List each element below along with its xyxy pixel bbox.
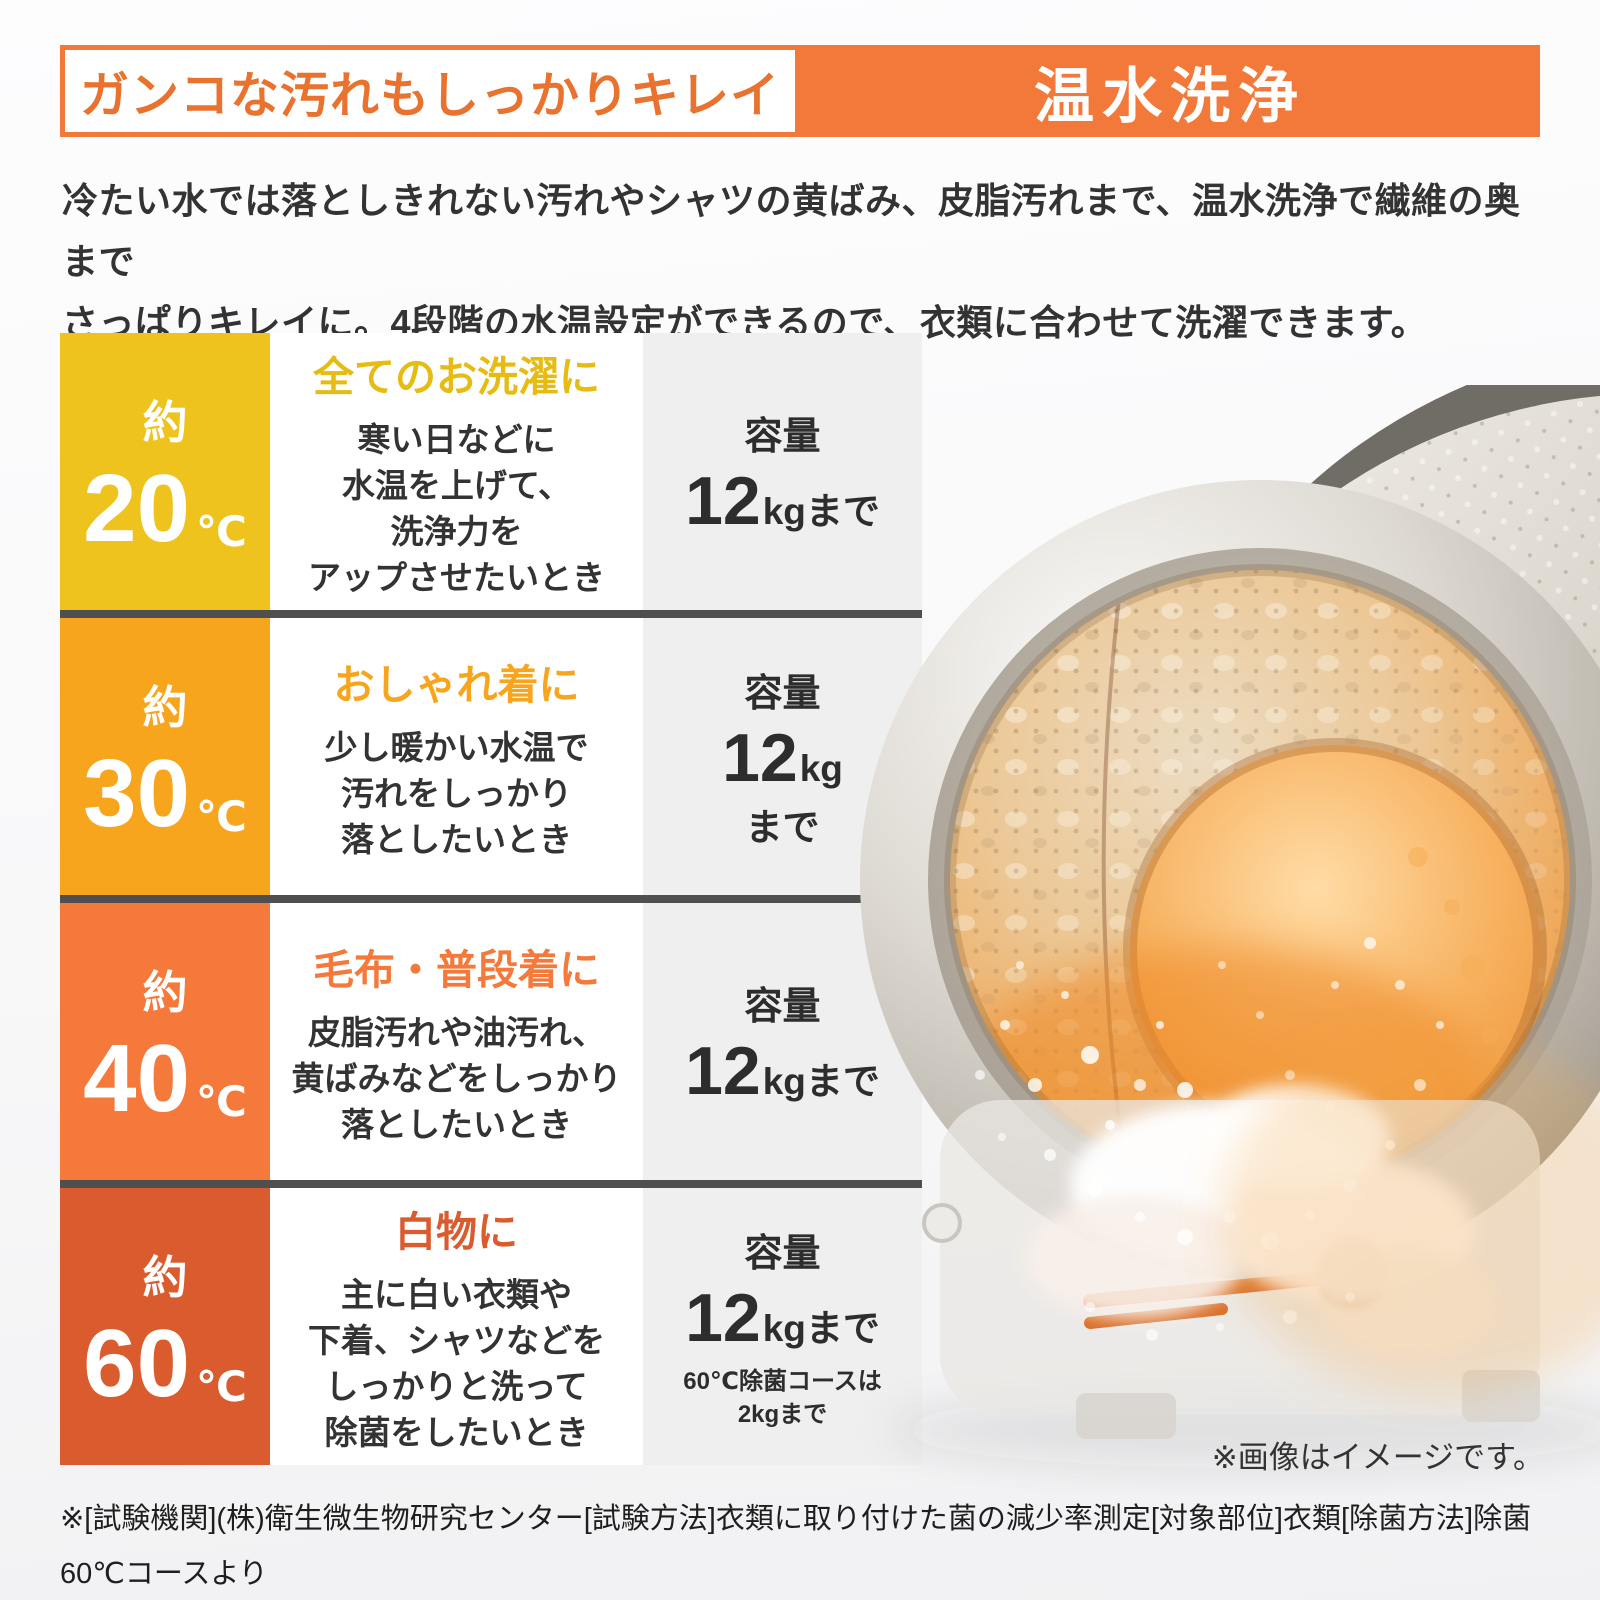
washer-drum-body xyxy=(1120,325,1600,1165)
capacity-note-line: 2kgまで xyxy=(737,1401,828,1429)
image-disclaimer: ※画像はイメージです。 xyxy=(1211,1440,1544,1475)
temperature-row-20: 約 20 ℃ 全てのお洗濯に 寒い日などに 水温を上げて、 洗浄力を アップさせ… xyxy=(60,333,922,610)
temperature-row-40: 約 40 ℃ 毛布・普段着に 皮脂汚れや油汚れ、 黄ばみなどをしっかり 落とした… xyxy=(60,903,922,1180)
temp-prefix: 約 xyxy=(142,682,188,733)
washer-front-rim xyxy=(860,480,1600,1280)
header-feature-title: 温水洗浄 xyxy=(1034,62,1306,130)
header-catchphrase-box: ガンコな汚れもしっかりキレイ xyxy=(60,45,800,137)
temp-cell-40: 約 40 ℃ xyxy=(60,903,270,1180)
use-desc-line: 皮脂汚れや油汚れ、 xyxy=(307,1013,606,1051)
washer-laundry-cloth xyxy=(1025,1085,1500,1360)
use-desc-line: 除菌をしたいとき xyxy=(324,1413,589,1451)
temp-cell-20: 約 20 ℃ xyxy=(60,333,270,610)
temperature-row-30: 約 30 ℃ おしゃれ着に 少し暖かい水温で 汚れをしっかり 落としたいとき 容… xyxy=(60,618,922,895)
temp-unit: ℃ xyxy=(195,793,247,840)
use-cell-60: 白物に 主に白い衣類や 下着、シャツなどを しっかりと洗って 除菌をしたいとき xyxy=(270,1188,643,1465)
header-feature-box: 温水洗浄 xyxy=(800,45,1540,137)
use-desc-line: 水温を上げて、 xyxy=(341,466,572,504)
capacity-unit: kgまで xyxy=(762,1307,880,1349)
use-cell-40: 毛布・普段着に 皮脂汚れや油汚れ、 黄ばみなどをしっかり 落としたいとき xyxy=(270,903,643,1180)
use-desc-line: しっかりと洗って xyxy=(325,1367,588,1405)
header-catchphrase: ガンコな汚れもしっかりキレイ xyxy=(79,68,780,123)
intro-paragraph: 冷たい水では落としきれない汚れやシャツの黄ばみ、皮脂汚れまで、温水洗浄で繊維の奥… xyxy=(62,170,1542,353)
washer-drum-interior xyxy=(944,564,1576,1196)
capacity-value: 12 xyxy=(685,1032,761,1109)
temp-value-line: 60 ℃ xyxy=(83,1316,247,1412)
temp-cell-60: 約 60 ℃ xyxy=(60,1188,270,1465)
use-cell-20: 全てのお洗濯に 寒い日などに 水温を上げて、 洗浄力を アップさせたいとき xyxy=(270,333,643,610)
temp-cell-30: 約 30 ℃ xyxy=(60,618,270,895)
use-desc-line: 黄ばみなどをしっかり xyxy=(291,1059,622,1097)
capacity-value-line: 12 kgまで xyxy=(685,462,880,539)
temp-prefix: 約 xyxy=(142,1252,188,1303)
capacity-cell-40: 容量 12 kgまで xyxy=(643,903,922,1180)
temp-value: 40 xyxy=(83,1025,190,1132)
capacity-label: 容量 xyxy=(744,672,821,715)
capacity-unit: kgまで xyxy=(762,1060,880,1102)
capacity-cell-30: 容量 12 kg まで xyxy=(643,618,922,895)
temp-value-line: 30 ℃ xyxy=(83,746,247,842)
use-desc-line: アップさせたいとき xyxy=(308,558,605,596)
capacity-cell-20: 容量 12 kgまで xyxy=(643,333,922,610)
capacity-cell-60: 容量 12 kgまで 60℃除菌コースは 2kgまで xyxy=(643,1188,922,1465)
use-title: 全てのお洗濯に xyxy=(313,353,600,400)
intro-line-1: 冷たい水では落としきれない汚れやシャツの黄ばみ、皮脂汚れまで、温水洗浄で繊維の奥… xyxy=(62,180,1521,282)
washer-splash xyxy=(975,847,1499,1341)
capacity-value-line: 12 kgまで xyxy=(685,1032,880,1109)
use-desc-line: 洗浄力を xyxy=(390,512,523,550)
capacity-value-line: 12 kgまで xyxy=(685,1279,880,1356)
warm-glow xyxy=(1220,1035,1600,1395)
footer-fine-print: ※[試験機関](株)衛生微生物研究センター[試験方法]衣類に取り付けた菌の減少率… xyxy=(60,1492,1550,1600)
use-desc-line: 汚れをしっかり xyxy=(341,774,572,812)
temp-value: 60 xyxy=(83,1310,190,1417)
use-desc-line: 寒い日などに xyxy=(357,420,556,458)
temp-unit: ℃ xyxy=(195,508,247,555)
use-desc-line: 主に白い衣類や xyxy=(341,1275,572,1313)
footer-line-1: ※[試験機関](株)衛生微生物研究センター[試験方法]衣類に取り付けた菌の減少率… xyxy=(60,1503,1532,1590)
temp-value: 30 xyxy=(83,740,190,847)
temperature-table: 約 20 ℃ 全てのお洗濯に 寒い日などに 水温を上げて、 洗浄力を アップさせ… xyxy=(60,333,922,1465)
capacity-unit: kgまで xyxy=(762,490,880,532)
washer-bezel-ring xyxy=(928,548,1592,1212)
capacity-label: 容量 xyxy=(744,985,821,1028)
row-separator xyxy=(60,895,922,903)
header-banner: ガンコな汚れもしっかりキレイ 温水洗浄 xyxy=(60,45,1540,137)
capacity-value: 12 xyxy=(722,719,798,796)
use-desc-line: 下着、シャツなどを xyxy=(308,1321,605,1359)
use-desc-line: 落としたいとき xyxy=(341,820,572,858)
washer-heater-element xyxy=(1083,1237,1388,1329)
row-separator xyxy=(60,610,922,618)
washer-outer-tub xyxy=(922,1100,1540,1439)
use-desc-line: 少し暖かい水温で xyxy=(324,728,589,766)
temp-unit: ℃ xyxy=(195,1363,247,1410)
temp-prefix: 約 xyxy=(142,397,188,448)
temp-value-line: 40 ℃ xyxy=(83,1031,247,1127)
use-desc-line: 落としたいとき xyxy=(341,1105,572,1143)
temp-value-line: 20 ℃ xyxy=(83,461,247,557)
capacity-value: 12 xyxy=(685,462,761,539)
use-title: おしゃれ着に xyxy=(333,661,580,708)
temperature-row-60: 約 60 ℃ 白物に 主に白い衣類や 下着、シャツなどを しっかりと洗って 除菌… xyxy=(60,1188,922,1465)
capacity-value-line: 12 kg xyxy=(722,719,843,796)
use-title: 白物に xyxy=(395,1208,518,1255)
capacity-label: 容量 xyxy=(744,1232,821,1275)
row-separator xyxy=(60,1180,922,1188)
capacity-value: 12 xyxy=(685,1279,761,1356)
temp-prefix: 約 xyxy=(142,967,188,1018)
capacity-note-line: 60℃除菌コースは xyxy=(683,1368,882,1396)
temp-value: 20 xyxy=(83,455,190,562)
capacity-label: 容量 xyxy=(744,415,821,458)
temp-unit: ℃ xyxy=(195,1078,247,1125)
capacity-suffix: まで xyxy=(745,807,820,849)
use-cell-30: おしゃれ着に 少し暖かい水温で 汚れをしっかり 落としたいとき xyxy=(270,618,643,895)
use-title: 毛布・普段着に xyxy=(313,946,600,993)
capacity-unit: kg xyxy=(799,747,843,789)
